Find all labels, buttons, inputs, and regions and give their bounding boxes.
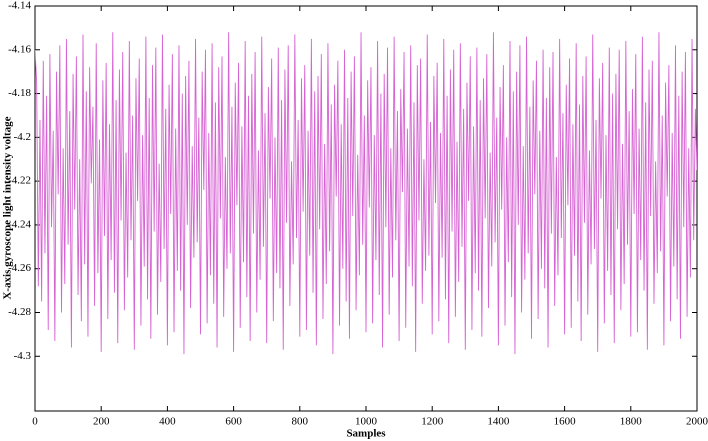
x-tick-label: 1400 (487, 416, 510, 428)
y-tick-label: -4.22 (8, 175, 31, 187)
x-axis-label: Samples (346, 428, 386, 440)
x-tick-label: 1200 (421, 416, 444, 428)
y-tick-label: -4.18 (8, 87, 31, 99)
x-tick-label: 1800 (620, 416, 643, 428)
y-tick-label: -4.14 (8, 0, 31, 12)
x-tick-label: 1000 (355, 416, 378, 428)
x-tick-label: 2000 (686, 416, 708, 428)
y-tick-label: -4.26 (8, 262, 31, 274)
x-tick-label: 1600 (554, 416, 577, 428)
y-tick-label: -4.28 (8, 306, 31, 318)
x-tick-label: 400 (159, 416, 176, 428)
x-tick-label: 800 (292, 416, 309, 428)
x-tick-label: 600 (225, 416, 242, 428)
y-axis-label: X-axis gyroscope light intensity voltage (2, 116, 14, 299)
y-tick-label: -4.16 (8, 43, 31, 55)
x-tick-label: 0 (32, 416, 38, 428)
x-tick-label: 200 (93, 416, 110, 428)
data-line (35, 32, 697, 355)
y-tick-label: -4.2 (14, 131, 31, 143)
y-tick-label: -4.3 (14, 350, 32, 362)
y-tick-label: -4.24 (8, 218, 31, 230)
